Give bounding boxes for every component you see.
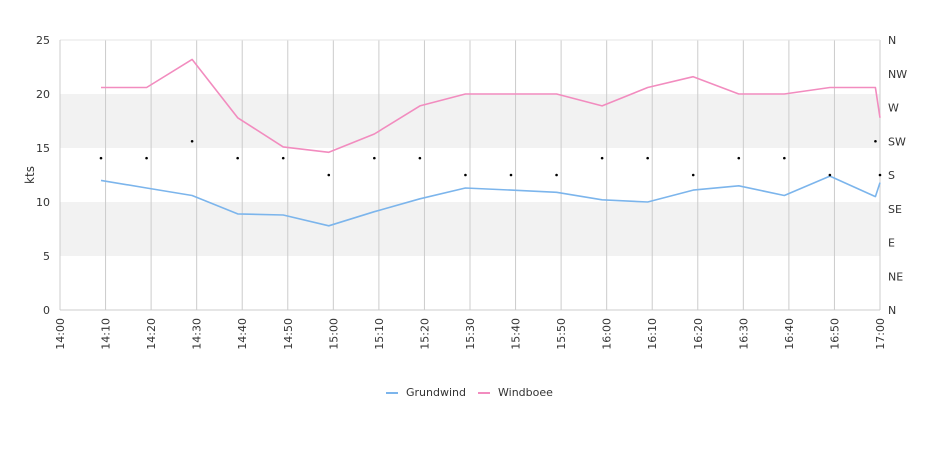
legend-label-grundwind: Grundwind [406, 386, 466, 399]
direction-marker [601, 157, 604, 160]
x-tick-label: 16:20 [692, 318, 705, 350]
x-tick-label: 14:00 [54, 318, 67, 350]
direction-marker [879, 174, 882, 177]
x-tick-label: 16:40 [783, 318, 796, 350]
direction-marker [829, 174, 832, 177]
y2-axis-labels: N NE E SE S SW W NW N [888, 34, 907, 317]
x-gridlines [106, 40, 880, 310]
x-tick-label: 14:20 [145, 318, 158, 350]
x-tick-label: 14:30 [191, 318, 204, 350]
x-tick-label: 14:50 [282, 318, 295, 350]
x-tick-label: 15:20 [418, 318, 431, 350]
direction-marker [464, 174, 467, 177]
direction-marker [555, 174, 558, 177]
y-axis-title: kts [23, 166, 37, 184]
direction-marker [191, 140, 194, 143]
x-tick-label: 16:50 [828, 318, 841, 350]
direction-marker [236, 157, 239, 160]
direction-marker [737, 157, 740, 160]
y2-tick-label: NW [888, 68, 907, 81]
direction-marker [783, 157, 786, 160]
direction-marker [100, 157, 103, 160]
x-axis-labels: 14:00 14:10 14:20 14:30 14:40 14:50 15:00 15:10… [54, 318, 887, 350]
x-tick-label: 14:40 [236, 318, 249, 350]
y-tick-label: 25 [36, 34, 50, 47]
y2-tick-label: NE [888, 270, 903, 283]
x-tick-label: 16:00 [601, 318, 614, 350]
y-tick-label: 0 [43, 304, 50, 317]
y2-tick-label: W [888, 102, 899, 115]
y2-tick-label: N [888, 304, 896, 317]
legend-label-windboee: Windboee [498, 386, 553, 399]
x-tick-label: 15:10 [373, 318, 386, 350]
y-tick-label: 20 [36, 88, 50, 101]
y-tick-label: 5 [43, 250, 50, 263]
x-tick-label: 15:40 [510, 318, 523, 350]
x-tick-label: 15:00 [327, 318, 340, 350]
x-tick-label: 16:30 [737, 318, 750, 350]
direction-marker [373, 157, 376, 160]
direction-marker [282, 157, 285, 160]
y2-tick-label: N [888, 34, 896, 47]
y-axis-labels: 0 5 10 15 20 25 [36, 34, 50, 317]
y2-tick-label: SE [888, 203, 902, 216]
y2-tick-label: E [888, 237, 895, 250]
x-tick-label: 15:30 [464, 318, 477, 350]
direction-marker [419, 157, 422, 160]
y-tick-label: 15 [36, 142, 50, 155]
x-tick-label: 16:10 [646, 318, 659, 350]
direction-marker [874, 140, 877, 143]
y2-tick-label: S [888, 169, 895, 182]
direction-marker [145, 157, 148, 160]
x-tick-label: 15:50 [555, 318, 568, 350]
x-tick-label: 17:00 [874, 318, 887, 350]
direction-marker [692, 174, 695, 177]
direction-marker [646, 157, 649, 160]
x-tick-label: 14:10 [100, 318, 113, 350]
y2-tick-label: SW [888, 135, 906, 148]
y-tick-label: 10 [36, 196, 50, 209]
legend: Grundwind Windboee [386, 386, 553, 399]
direction-marker [327, 174, 330, 177]
direction-marker [510, 174, 513, 177]
